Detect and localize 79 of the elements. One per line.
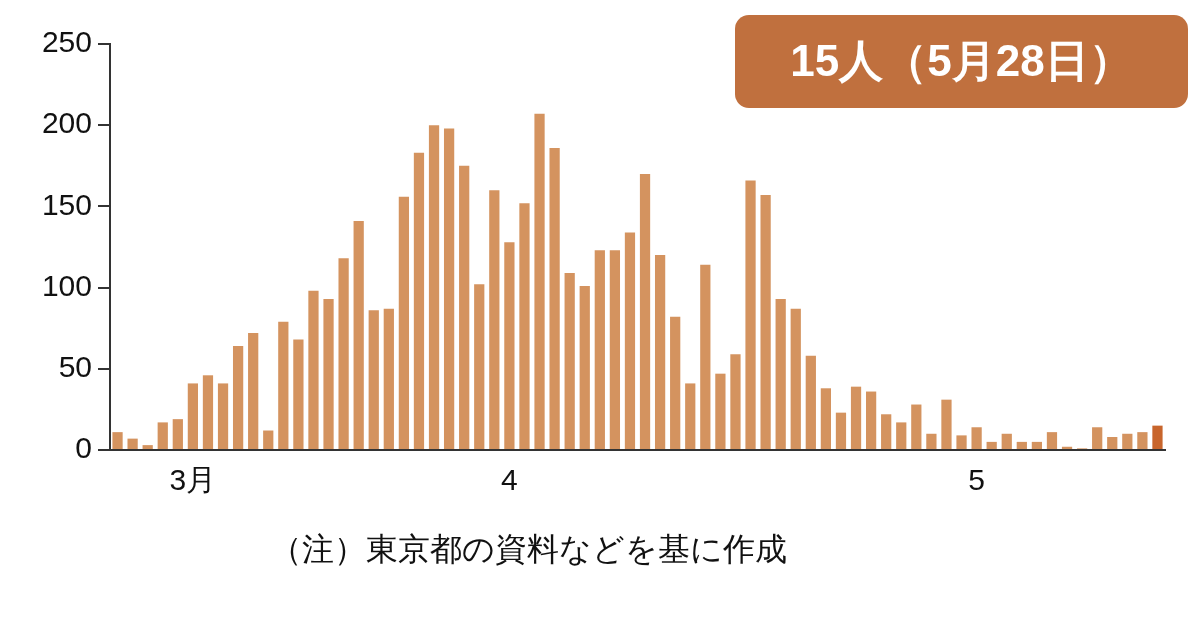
bar	[670, 316, 681, 449]
bar	[323, 298, 334, 449]
bar	[474, 284, 485, 449]
bar	[1046, 432, 1058, 449]
bar	[1016, 441, 1027, 449]
bar	[775, 298, 786, 449]
bar	[428, 125, 440, 449]
bar	[730, 354, 741, 449]
bar	[700, 264, 711, 449]
bar	[459, 165, 470, 449]
x-tick-label: 5	[968, 463, 985, 497]
bar	[594, 250, 605, 449]
bar	[715, 373, 726, 449]
bar	[519, 203, 530, 449]
y-tick-label: 50	[58, 350, 92, 384]
bar	[172, 419, 183, 449]
bar	[1092, 427, 1103, 449]
y-tick-label: 200	[41, 106, 92, 140]
bar	[835, 412, 847, 449]
y-tick-label: 250	[41, 25, 92, 59]
bar	[564, 272, 575, 449]
bar	[504, 242, 515, 449]
bar	[413, 152, 425, 449]
bar	[353, 221, 364, 449]
y-tick-label: 100	[41, 268, 92, 302]
bar	[579, 285, 590, 449]
bar	[278, 321, 289, 449]
bar	[127, 438, 138, 449]
bar	[1137, 432, 1148, 449]
bar	[911, 404, 922, 449]
y-tick-label: 150	[41, 187, 92, 221]
bar	[926, 433, 937, 449]
bar	[338, 258, 349, 449]
bar	[534, 113, 545, 449]
text: （注）東京都の資料などを基に作成	[270, 530, 787, 569]
bar	[624, 232, 636, 449]
bar	[1152, 425, 1163, 449]
bar	[881, 414, 892, 449]
bar	[248, 333, 259, 449]
bar	[443, 128, 455, 449]
annotation: 15人（5月28日）	[735, 15, 1188, 108]
bar	[745, 180, 756, 449]
bar	[187, 383, 199, 449]
bar	[308, 290, 319, 449]
bar	[232, 346, 244, 449]
x-tick-label: 3月	[169, 463, 217, 497]
x-tick-label: 4	[501, 463, 518, 497]
bar	[654, 255, 666, 449]
bar	[398, 196, 410, 449]
bar	[820, 388, 832, 449]
bar	[1031, 441, 1043, 449]
bar	[157, 422, 168, 449]
bar	[956, 435, 967, 449]
bar	[986, 441, 997, 449]
bar	[609, 250, 621, 449]
bar	[112, 432, 123, 449]
bar	[1001, 433, 1012, 449]
bar	[850, 386, 862, 449]
bar	[1107, 437, 1118, 449]
bar	[549, 147, 560, 449]
bar	[489, 190, 500, 449]
bar	[896, 422, 907, 449]
bar	[368, 310, 379, 449]
bar	[941, 399, 952, 449]
bar	[383, 308, 394, 449]
bar	[790, 308, 801, 449]
bar	[217, 383, 229, 449]
bar	[293, 339, 304, 449]
bar	[263, 430, 274, 449]
bar	[1122, 433, 1133, 449]
bar	[760, 195, 771, 449]
bar	[202, 375, 214, 449]
y-tick-label: 0	[75, 431, 92, 465]
bar	[971, 427, 982, 449]
bar	[142, 445, 153, 449]
bar	[639, 173, 651, 449]
bar	[805, 355, 816, 449]
bar	[685, 383, 696, 449]
bar	[865, 391, 877, 449]
